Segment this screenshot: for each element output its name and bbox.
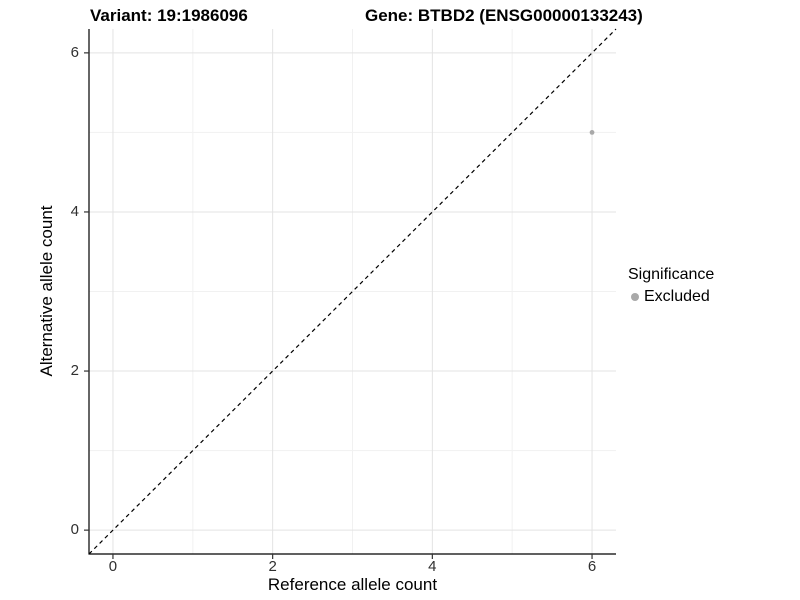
y-tick-label: 4 — [70, 202, 79, 220]
x-tick-label: 4 — [428, 558, 437, 575]
x-tick-label: 2 — [268, 558, 277, 575]
y-tick-label: 2 — [70, 362, 79, 380]
plot-title-variant: Variant: 19:1986096 — [90, 6, 248, 25]
x-tick-label: 6 — [587, 558, 597, 575]
plot-title-gene: Gene: BTBD2 (ENSG00000133243) — [365, 6, 643, 25]
legend-item-label: Excluded — [644, 288, 710, 305]
excluded-point-icon — [631, 293, 639, 301]
data-point — [589, 130, 595, 135]
y-axis-title: Alternative allele count — [37, 205, 56, 377]
y-tick-label: 0 — [70, 521, 79, 539]
y-tick-label: 6 — [70, 43, 79, 61]
legend-title: Significance — [628, 266, 715, 283]
legend-item-excluded: Excluded — [628, 288, 714, 306]
legend: Significance Excluded — [628, 266, 714, 306]
x-axis-title: Reference allele count — [267, 575, 438, 594]
identity-dashed-line — [88, 28, 617, 555]
x-tick-label: 0 — [108, 558, 118, 575]
